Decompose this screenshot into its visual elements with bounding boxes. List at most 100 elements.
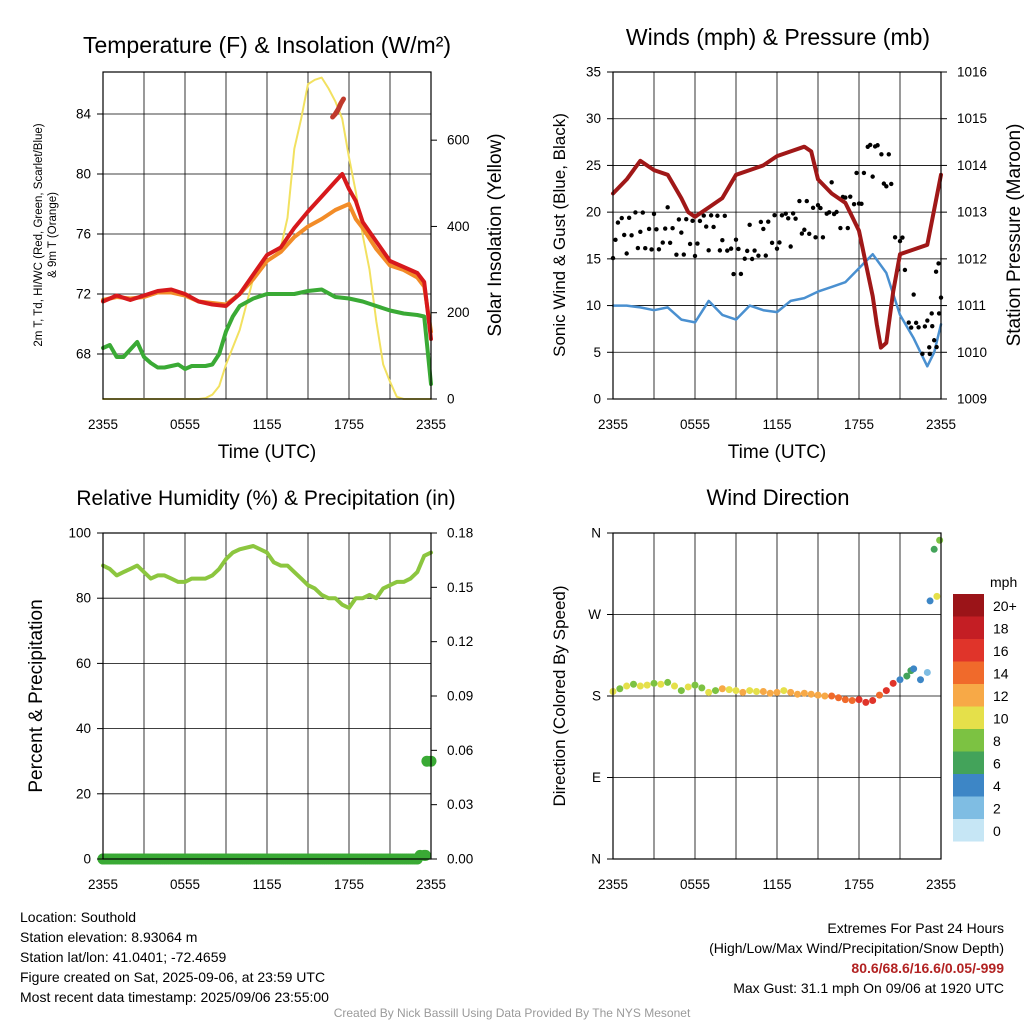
- gust-point: [738, 271, 744, 277]
- gust-point: [638, 229, 643, 235]
- speed-legend: mph 0 2 4 6 8 10 12 14 16 18 20+: [953, 574, 1017, 842]
- recent-timestamp: Most recent data timestamp: 2025/09/06 2…: [20, 989, 329, 1005]
- wind-ytick-label: 5: [593, 345, 601, 360]
- temp-ytick-label: 80: [76, 167, 91, 182]
- gust-point: [859, 201, 864, 207]
- dir-xtick-label: 2355: [926, 877, 956, 892]
- dir-xtick-label: 2355: [598, 877, 628, 892]
- gust-point: [922, 324, 928, 329]
- gust-point: [720, 238, 725, 243]
- rh-xtick-label: 1755: [334, 877, 364, 892]
- rh-xtick-label: 1155: [252, 877, 281, 892]
- gust-point: [884, 184, 889, 189]
- gust-point: [929, 311, 934, 316]
- direction-point: [739, 688, 747, 696]
- legend-swatch: [953, 684, 984, 707]
- station-info: Location: Southold Station elevation: 8.…: [20, 907, 329, 1007]
- rh-xtick-label: 2355: [88, 877, 118, 892]
- gust-point: [728, 246, 734, 251]
- gust-point: [834, 209, 839, 215]
- precip-point: [420, 849, 432, 861]
- legend-swatch: [953, 819, 984, 842]
- direction-point: [630, 680, 637, 688]
- legend-swatch: [953, 751, 984, 774]
- wind-xtick-label: 1755: [844, 417, 874, 432]
- gust-point: [651, 211, 657, 217]
- wind-plot-frame: [612, 71, 942, 400]
- t2m-line: [101, 172, 433, 341]
- gust-point: [660, 240, 665, 245]
- rh-panel: Relative Humidity (%) & Precipitation (i…: [26, 487, 473, 892]
- temp-xtick-label: 2355: [88, 417, 118, 432]
- gust-point: [920, 351, 925, 357]
- rh-xtick-label: 2355: [416, 877, 446, 892]
- gust-point: [889, 181, 894, 187]
- gust-point: [745, 248, 750, 254]
- gust-point: [733, 237, 739, 242]
- dewpoint-line: [101, 287, 433, 386]
- gust-point: [725, 248, 730, 253]
- gust-point: [692, 253, 698, 259]
- station-latlon: Station lat/lon: 41.0401; -72.4659: [20, 949, 227, 965]
- direction-point: [705, 688, 713, 696]
- extremes-title: Extremes For Past 24 Hours: [827, 920, 1004, 936]
- dir-xtick-label: 0555: [680, 877, 710, 892]
- wind-panel: Winds (mph) & Pressure (mb) 2355 0555 1155…: [550, 24, 1024, 463]
- gust-point: [799, 231, 805, 236]
- gust-point: [779, 213, 785, 218]
- gust-point: [909, 325, 914, 330]
- temperature-panel: Temperature (F) & Insolation (W/m²) 2355…: [33, 32, 506, 463]
- gust-point: [870, 174, 875, 179]
- gust-point: [711, 224, 716, 230]
- wind-ylabel: Sonic Wind & Gust (Blue, Black): [550, 113, 569, 357]
- gust-point: [736, 246, 741, 252]
- temp-ylabel-line1: 2m T, Td, HI/WC (Red, Green, Scarlet/Blu…: [33, 123, 45, 346]
- temp-series: [101, 76, 433, 400]
- direction-point: [930, 545, 938, 553]
- temp-xtick-label: 0555: [170, 417, 200, 432]
- legend-swatch: [953, 729, 984, 752]
- temp-ytick-right-label: 0: [447, 392, 455, 407]
- gust-point: [820, 235, 826, 240]
- direction-point: [712, 687, 719, 695]
- wind-xtick-label: 0555: [680, 417, 710, 432]
- rh-ytick-right-label: 0.09: [447, 689, 473, 704]
- direction-point: [800, 689, 808, 697]
- dir-ylabel: Direction (Colored By Speed): [550, 585, 569, 806]
- gust-point: [679, 230, 684, 235]
- rh-title: Relative Humidity (%) & Precipitation (i…: [76, 487, 455, 510]
- gust-point: [622, 232, 627, 238]
- gust-point: [758, 219, 764, 225]
- rh-ytick-right-label: 0.03: [447, 797, 473, 812]
- solar-line: [102, 76, 432, 400]
- temp-ytick-label: 68: [76, 347, 91, 362]
- gust-point: [786, 216, 791, 221]
- gust-point: [695, 241, 700, 246]
- gust-point: [656, 247, 662, 252]
- temp-xlabel: Time (UTC): [218, 442, 317, 463]
- direction-point: [671, 682, 678, 690]
- gust-point: [615, 220, 621, 225]
- legend-swatch: [953, 594, 984, 617]
- legend-label: 8: [993, 733, 1001, 749]
- gust-point: [913, 320, 919, 326]
- direction-point: [636, 682, 644, 690]
- dir-xtick-label: 1755: [844, 877, 874, 892]
- gust-point: [897, 238, 903, 244]
- wind-ytick-right-label: 1016: [957, 65, 987, 80]
- direction-point: [807, 690, 815, 698]
- direction-point: [787, 688, 795, 696]
- direction-point: [889, 679, 897, 687]
- gust-point: [911, 292, 916, 297]
- gust-point: [927, 345, 932, 350]
- direction-point: [677, 687, 685, 695]
- gust-point: [927, 351, 932, 357]
- rh-ticks: 2355 0555 1155 1755 2355 0 20 40 60 80 100 0.00 0.03…: [68, 526, 473, 893]
- direction-point: [848, 697, 856, 705]
- gust-point: [752, 248, 757, 253]
- gust-point: [879, 152, 884, 157]
- direction-point: [882, 687, 890, 695]
- temp-ytick-right-label: 400: [447, 219, 470, 234]
- legend-label: 6: [993, 756, 1001, 772]
- direction-point: [650, 679, 658, 687]
